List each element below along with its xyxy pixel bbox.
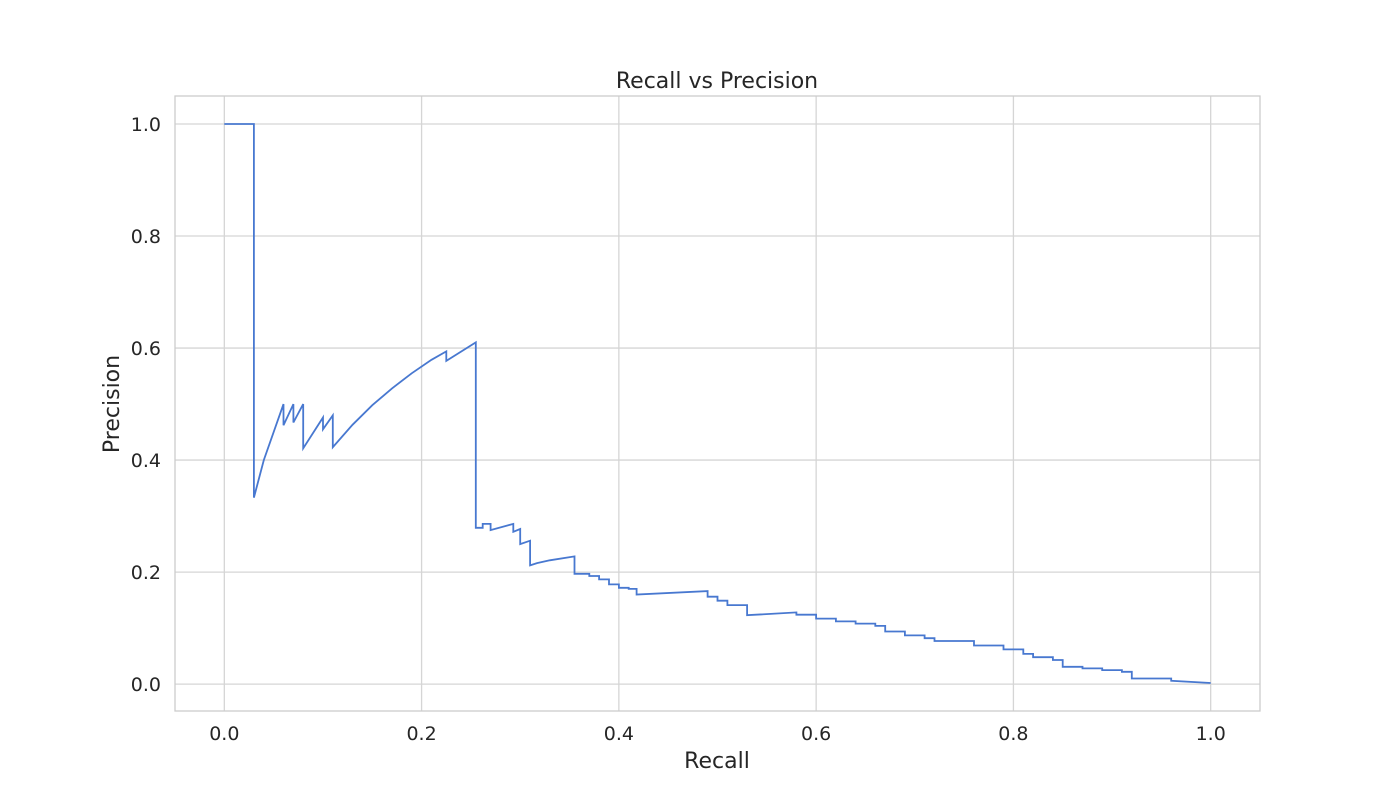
chart-title: Recall vs Precision bbox=[616, 69, 818, 94]
y-tick-label: 0.0 bbox=[131, 674, 161, 696]
x-axis-label: Recall bbox=[684, 749, 750, 774]
x-tick-labels: 0.0 0.2 0.4 0.6 0.8 1.0 bbox=[209, 723, 1226, 745]
x-tick-label: 0.4 bbox=[604, 723, 634, 745]
y-tick-label: 0.4 bbox=[131, 450, 161, 472]
grid-lines bbox=[175, 96, 1260, 711]
x-tick-label: 0.6 bbox=[801, 723, 831, 745]
y-axis-label: Precision bbox=[100, 355, 125, 453]
series-layer bbox=[224, 123, 1211, 684]
precision-recall-curve bbox=[224, 123, 1211, 684]
x-tick-label: 0.0 bbox=[209, 723, 239, 745]
x-tick-label: 1.0 bbox=[1196, 723, 1226, 745]
y-tick-labels: 0.0 0.2 0.4 0.6 0.8 1.0 bbox=[131, 114, 161, 696]
y-tick-label: 1.0 bbox=[131, 114, 161, 136]
y-tick-label: 0.8 bbox=[131, 226, 161, 248]
x-tick-label: 0.2 bbox=[406, 723, 436, 745]
y-tick-label: 0.2 bbox=[131, 562, 161, 584]
plot-frame bbox=[174, 95, 1261, 712]
y-tick-label: 0.6 bbox=[131, 338, 161, 360]
x-tick-label: 0.8 bbox=[998, 723, 1028, 745]
